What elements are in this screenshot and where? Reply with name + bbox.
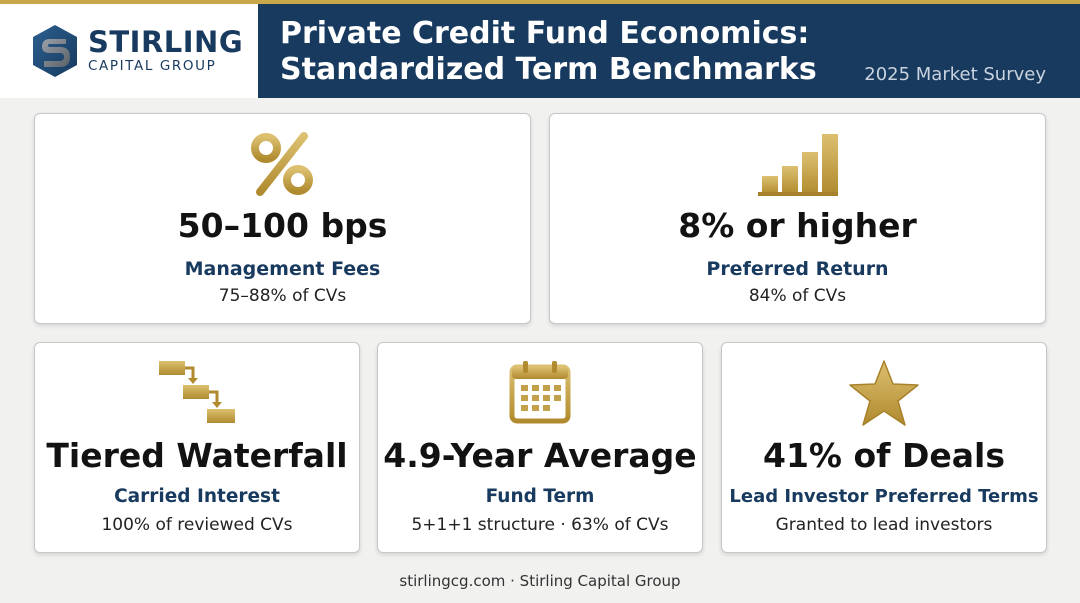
star-icon bbox=[849, 360, 919, 426]
bar-chart-icon bbox=[757, 134, 838, 196]
brand-name: STIRLING bbox=[88, 25, 244, 59]
brand-subtitle: CAPITAL GROUP bbox=[88, 58, 217, 74]
page-title-line-2: Standardized Term Benchmarks bbox=[280, 52, 817, 87]
card-note: 84% of CVs bbox=[748, 286, 847, 306]
card-label: Carried Interest bbox=[114, 486, 280, 507]
benchmark-card-preferred-return: 8% or higher Preferred Return 84% of CVs bbox=[549, 113, 1046, 324]
card-value: 4.9-Year Average bbox=[383, 436, 697, 475]
header-banner: Private Credit Fund Economics: Standardi… bbox=[258, 4, 1080, 98]
top-accent-rule bbox=[0, 0, 1080, 4]
card-value: Tiered Waterfall bbox=[46, 436, 348, 475]
card-value: 8% or higher bbox=[678, 206, 917, 245]
footer-credit: stirlingcg.com · Stirling Capital Group bbox=[399, 572, 681, 590]
survey-label: 2025 Market Survey bbox=[864, 64, 1046, 85]
card-note: Granted to lead investors bbox=[775, 515, 993, 535]
card-label: Preferred Return bbox=[706, 258, 889, 280]
card-note: 100% of reviewed CVs bbox=[101, 515, 293, 535]
percent-icon bbox=[250, 132, 313, 196]
benchmark-card-carried-interest: Tiered Waterfall Carried Interest 100% o… bbox=[34, 342, 360, 553]
benchmark-card-management-fees: 50–100 bps Management Fees 75–88% of CVs bbox=[34, 113, 531, 324]
card-label: Fund Term bbox=[485, 486, 595, 507]
benchmark-card-lead-investor: 41% of Deals Lead Investor Preferred Ter… bbox=[721, 342, 1047, 553]
page-title: Private Credit Fund Economics: Standardi… bbox=[280, 16, 817, 88]
card-note: 75–88% of CVs bbox=[218, 286, 347, 306]
brand-logo: STIRLING CAPITAL GROUP bbox=[0, 4, 258, 98]
card-value: 50–100 bps bbox=[177, 206, 388, 245]
card-label: Lead Investor Preferred Terms bbox=[729, 486, 1039, 507]
card-label: Management Fees bbox=[184, 258, 381, 280]
s-monogram-icon bbox=[33, 25, 77, 77]
card-note: 5+1+1 structure · 63% of CVs bbox=[411, 515, 669, 535]
calendar-icon bbox=[509, 361, 571, 424]
waterfall-steps-icon bbox=[159, 361, 235, 423]
page-title-line-1: Private Credit Fund Economics: bbox=[280, 16, 810, 51]
benchmark-card-fund-term: 4.9-Year Average Fund Term 5+1+1 structu… bbox=[377, 342, 703, 553]
card-value: 41% of Deals bbox=[763, 436, 1005, 475]
